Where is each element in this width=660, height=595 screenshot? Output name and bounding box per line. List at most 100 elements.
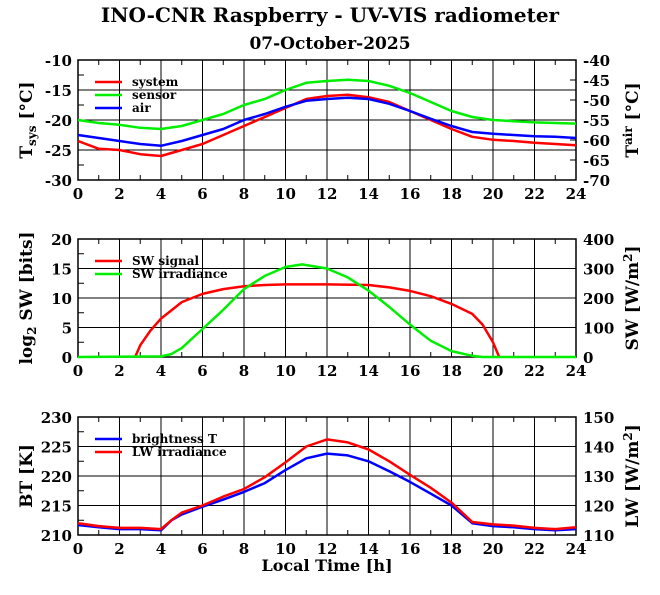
y2-tick-label: 300 (583, 261, 614, 279)
x-tick-label: 8 (239, 362, 249, 380)
legend-label: SW irradiance (132, 267, 228, 281)
y2-axis-label-sub: air (621, 126, 635, 145)
y2-tick-label: -60 (583, 132, 610, 150)
y-axis-label: Tsys [°C] (17, 81, 39, 158)
panel-3: 0 2 4 6 8 10 12 14 16 18 20 22 242102152202252301101… (17, 409, 643, 575)
x-tick-label: 18 (441, 540, 462, 558)
y2-tick-label: -50 (583, 92, 610, 110)
x-tick-label: 10 (275, 362, 296, 380)
y-tick-label: 210 (41, 527, 72, 545)
x-tick-label: 2 (114, 362, 124, 380)
series-line-sw-irradiance (77, 263, 576, 359)
x-tick-label: 18 (441, 185, 462, 203)
x-tick-label: 4 (156, 362, 166, 380)
y2-tick-label: -55 (583, 112, 610, 130)
legend-label: SW signal (132, 254, 200, 268)
plot-frame (77, 238, 577, 358)
y2-axis-label: Tair [°C] (621, 82, 643, 157)
y-axis-label-unit: [°C] (17, 81, 37, 125)
x-tick-label: 12 (317, 362, 338, 380)
chart-title: INO-CNR Raspberry - UV-VIS radiometer (101, 3, 560, 27)
y2-tick-label: 140 (583, 439, 614, 457)
panel-1: 0 2 4 6 8 10 12 14 16 18 20 22 24-30-25-20-15-10-70-… (17, 52, 643, 203)
y-tick-label: 20 (51, 231, 72, 249)
x-tick-label: 0 (73, 362, 83, 380)
series-line-system (77, 93, 577, 158)
y-tick-label: 225 (41, 439, 72, 457)
x-tick-label: 24 (566, 185, 587, 203)
y2-axis-label-unit: ] (623, 424, 643, 432)
y2-axis-label-unit: [°C] (623, 82, 643, 126)
y2-axis-label-sub: 2 (621, 432, 635, 440)
x-axis-label: Local Time [h] (261, 556, 392, 575)
legend-label: air (132, 101, 151, 115)
legend-label: LW irradiance (132, 445, 227, 459)
x-tick-label: 20 (483, 185, 504, 203)
y2-tick-label: -70 (583, 172, 610, 190)
x-tick-label: 6 (197, 540, 207, 558)
y2-axis-label-unit: ] (623, 245, 643, 253)
x-tick-label: 8 (239, 185, 249, 203)
y-tick-label: 10 (51, 290, 72, 308)
x-tick-label: 14 (358, 362, 379, 380)
y-tick-label: 5 (62, 320, 72, 338)
plot-frame (77, 416, 577, 536)
x-tick-label: 24 (566, 362, 587, 380)
y-tick-label: -10 (45, 52, 72, 70)
x-tick-label: 4 (156, 540, 166, 558)
x-tick-label: 0 (73, 540, 83, 558)
x-tick-label: 8 (239, 540, 249, 558)
y-tick-label: 215 (41, 498, 72, 516)
x-tick-label: 14 (358, 540, 379, 558)
y-tick-label: -25 (45, 142, 72, 160)
y2-tick-label: 130 (583, 468, 614, 486)
y2-tick-label: 120 (583, 498, 614, 516)
y2-tick-label: 400 (583, 231, 614, 249)
y2-axis-label: LW [W/m2] (621, 424, 643, 528)
chart-subtitle: 07-October-2025 (249, 34, 410, 54)
x-tick-label: 22 (524, 362, 545, 380)
x-tick-label: 16 (400, 362, 421, 380)
y-axis-label: BT [K] (17, 444, 37, 508)
x-tick-label: 18 (441, 362, 462, 380)
series-line-sensor (77, 78, 577, 131)
y2-tick-label: 0 (583, 349, 593, 367)
series-line-air (77, 96, 577, 148)
y-tick-label: 220 (41, 468, 72, 486)
y2-tick-label: -40 (583, 52, 610, 70)
y2-tick-label: 110 (583, 527, 614, 545)
x-tick-label: 22 (524, 185, 545, 203)
x-tick-label: 14 (358, 185, 379, 203)
x-tick-label: 6 (197, 185, 207, 203)
x-tick-label: 24 (566, 540, 587, 558)
y2-axis-label: SW [W/m2] (621, 245, 643, 350)
x-tick-label: 22 (524, 540, 545, 558)
x-tick-label: 16 (400, 185, 421, 203)
y-tick-label: 230 (41, 409, 72, 427)
x-tick-label: 4 (156, 185, 166, 203)
y2-tick-label: 200 (583, 290, 614, 308)
legend-label: brightness T (132, 432, 217, 446)
y2-axis-label-sub: 2 (621, 254, 635, 262)
y2-tick-label: -65 (583, 152, 610, 170)
series-line-lw-irradiance (77, 438, 577, 531)
y-tick-label: -15 (45, 82, 72, 100)
x-tick-label: 10 (275, 540, 296, 558)
x-tick-label: 12 (317, 185, 338, 203)
series-line-sw-signal (133, 283, 501, 358)
legend-label: sensor (132, 88, 177, 102)
x-tick-label: 2 (114, 185, 124, 203)
x-tick-label: 16 (400, 540, 421, 558)
y-axis-label: log2 SW [bits] (17, 231, 39, 364)
y-axis-label-sub: 2 (25, 327, 39, 335)
y-axis-label-sub: sys (25, 125, 39, 146)
y-axis-label-unit: SW [bits] (17, 231, 37, 326)
x-tick-label: 12 (317, 540, 338, 558)
y2-tick-label: 150 (583, 409, 614, 427)
panel-2: 0 2 4 6 8 10 12 14 16 18 20 22 240510152001002003004… (17, 231, 643, 380)
y-tick-label: -30 (45, 172, 72, 190)
x-tick-label: 6 (197, 362, 207, 380)
y-tick-label: -20 (45, 112, 72, 130)
y-tick-label: 0 (62, 349, 72, 367)
